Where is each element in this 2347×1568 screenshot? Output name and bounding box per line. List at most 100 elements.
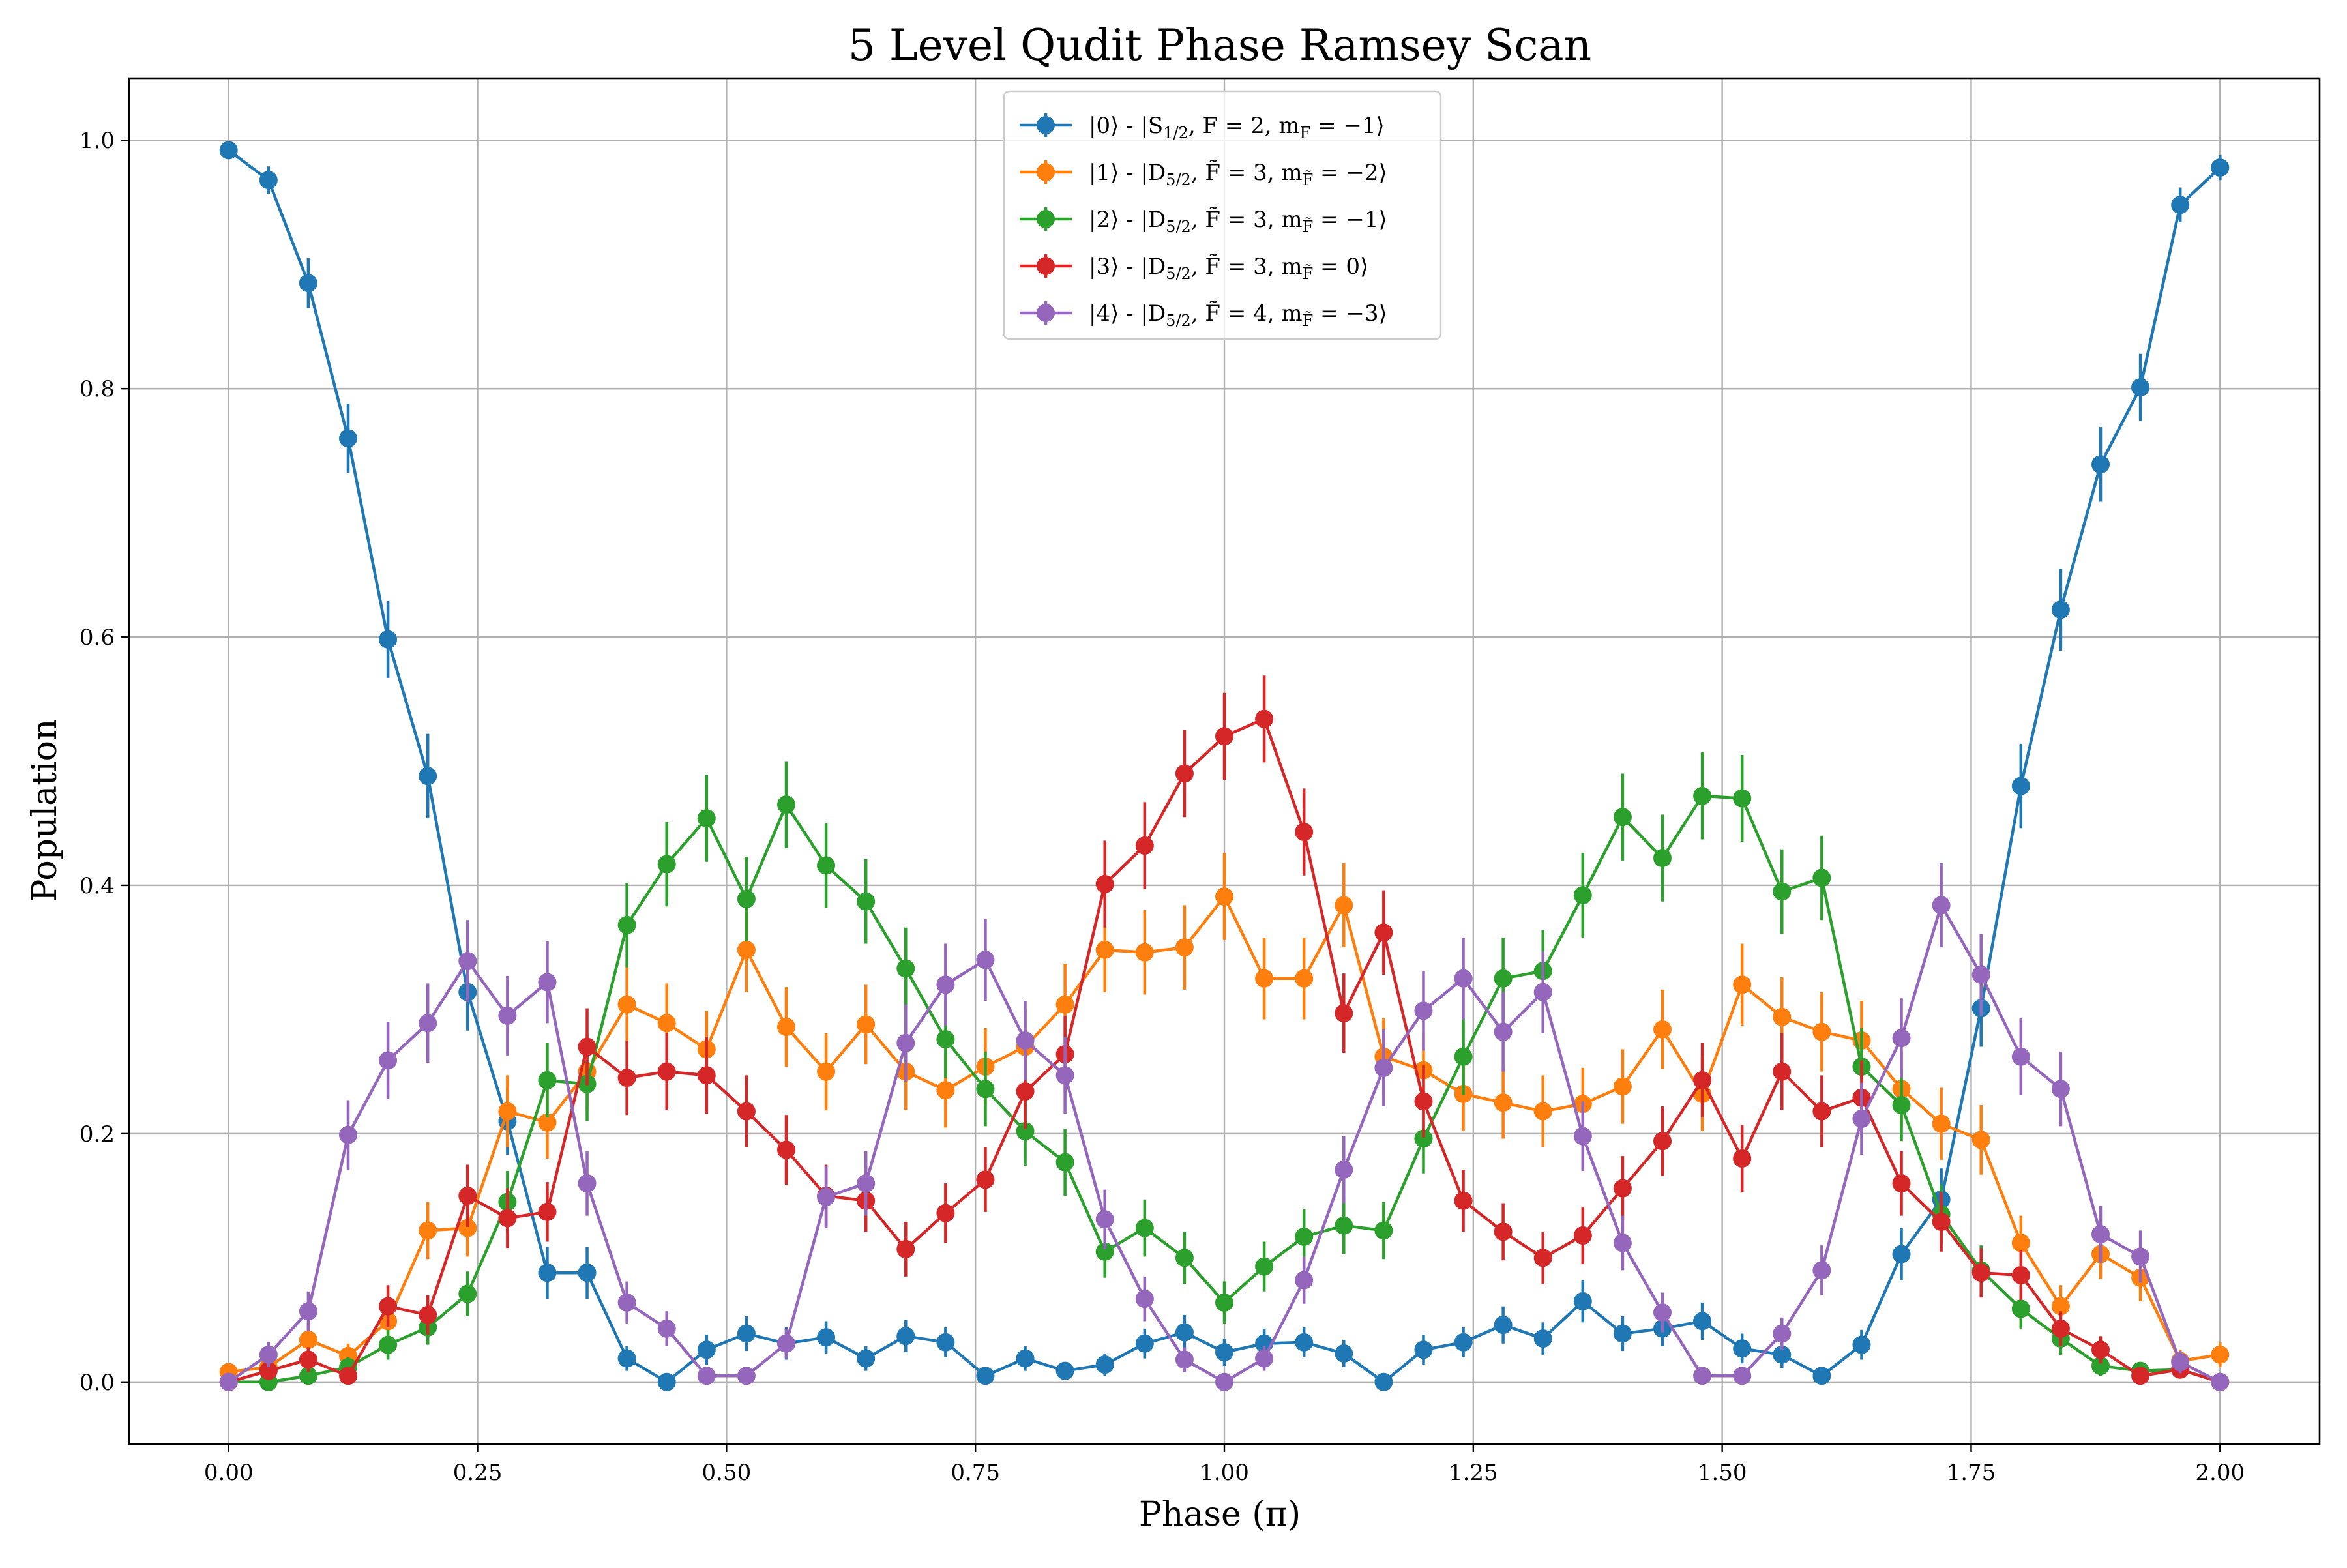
data-point [1773, 1062, 1792, 1081]
data-point [896, 1327, 915, 1346]
data-point [1255, 1349, 1274, 1368]
legend-box [1003, 90, 1442, 340]
y-tick-label: 0.8 [80, 376, 115, 402]
y-axis-label: Population [25, 719, 65, 902]
data-point [1055, 995, 1074, 1014]
data-point [976, 1170, 995, 1189]
data-point [777, 1018, 795, 1037]
data-point [777, 795, 795, 814]
y-tick-label: 0.6 [80, 625, 115, 651]
legend-entry-0: |0⟩ - |S1/2, F = 2, mF = −1⟩ [1020, 113, 1385, 142]
data-point [2091, 1225, 2110, 1244]
data-point [1335, 1161, 1353, 1179]
data-point [1653, 1020, 1672, 1039]
data-point [2131, 1367, 2150, 1385]
legend-label: |0⟩ - |S1/2, F = 2, mF = −1⟩ [1089, 113, 1385, 142]
data-point [379, 1297, 398, 1316]
data-point [737, 889, 756, 908]
data-point [896, 1239, 915, 1258]
data-point [458, 1187, 477, 1206]
data-point [976, 1080, 995, 1099]
data-point [379, 630, 398, 649]
data-point [737, 1324, 756, 1343]
data-point [339, 429, 357, 448]
data-point [2011, 1299, 2030, 1318]
data-point [697, 809, 716, 828]
data-point [2171, 196, 2190, 214]
data-point [817, 1328, 836, 1347]
data-point [1215, 1372, 1233, 1391]
data-point [1374, 923, 1393, 942]
data-point [617, 915, 636, 934]
data-point [538, 1113, 557, 1132]
data-point [219, 1372, 238, 1391]
x-tick-label: 0.75 [951, 1460, 1000, 1486]
legend-marker [1037, 116, 1055, 134]
data-point [936, 975, 955, 994]
data-point [817, 856, 836, 875]
data-point [1733, 789, 1752, 808]
axes: 0.00 0.25 0.50 0.75 1.00 1.25 1.50 1.75 2.00 0.0 0… [80, 77, 2321, 1486]
data-point [1374, 1372, 1393, 1391]
data-point [538, 1264, 557, 1282]
data-point [1175, 1323, 1194, 1342]
data-point [1135, 1290, 1154, 1309]
data-point [1494, 1316, 1513, 1335]
data-point [1773, 1345, 1792, 1364]
data-point [2051, 600, 2070, 619]
data-point [1215, 727, 1233, 746]
data-point [2091, 1357, 2110, 1376]
data-point [2091, 455, 2110, 474]
data-point [299, 274, 317, 293]
data-point [1414, 1001, 1433, 1020]
data-point [857, 1349, 876, 1368]
y-tick-label: 0.0 [80, 1370, 115, 1396]
data-point [2171, 1353, 2190, 1372]
data-point [936, 1204, 955, 1222]
data-point [936, 1333, 955, 1352]
data-point [1016, 1122, 1035, 1141]
data-point [737, 940, 756, 959]
data-point [657, 855, 676, 874]
data-point [1932, 896, 1951, 915]
data-point [1653, 1303, 1672, 1322]
data-point [657, 1014, 676, 1033]
data-point [2131, 1247, 2150, 1266]
data-point [1573, 1127, 1592, 1146]
data-point [299, 1331, 317, 1350]
x-tick-label: 1.75 [1947, 1460, 1996, 1486]
data-point [339, 1125, 357, 1144]
data-point [617, 1349, 636, 1368]
data-point [1055, 1066, 1074, 1085]
data-point [657, 1062, 676, 1081]
data-point [2011, 1234, 2030, 1252]
data-point [1055, 1153, 1074, 1172]
data-point [2051, 1319, 2070, 1338]
data-point [936, 1030, 955, 1049]
x-tick-label: 0.25 [453, 1460, 503, 1486]
data-point [1215, 1293, 1233, 1312]
data-point [976, 951, 995, 969]
data-point [1812, 1102, 1831, 1121]
data-point [1215, 887, 1233, 906]
data-point [936, 1081, 955, 1100]
data-point [1533, 983, 1552, 1001]
data-point [1533, 1329, 1552, 1348]
data-point [299, 1350, 317, 1369]
data-point [617, 1069, 636, 1087]
data-point [1613, 1324, 1632, 1343]
data-point [1335, 896, 1353, 915]
data-point [379, 1335, 398, 1354]
data-point [777, 1140, 795, 1159]
data-point [1494, 1222, 1513, 1241]
x-tick-label: 1.25 [1449, 1460, 1498, 1486]
data-point [1374, 1221, 1393, 1240]
data-point [1454, 1333, 1473, 1352]
data-point [777, 1334, 795, 1353]
data-point [1812, 1367, 1831, 1385]
data-point [857, 892, 876, 911]
data-point [1295, 1333, 1314, 1352]
data-point [1693, 1071, 1712, 1089]
data-point [578, 1264, 597, 1282]
